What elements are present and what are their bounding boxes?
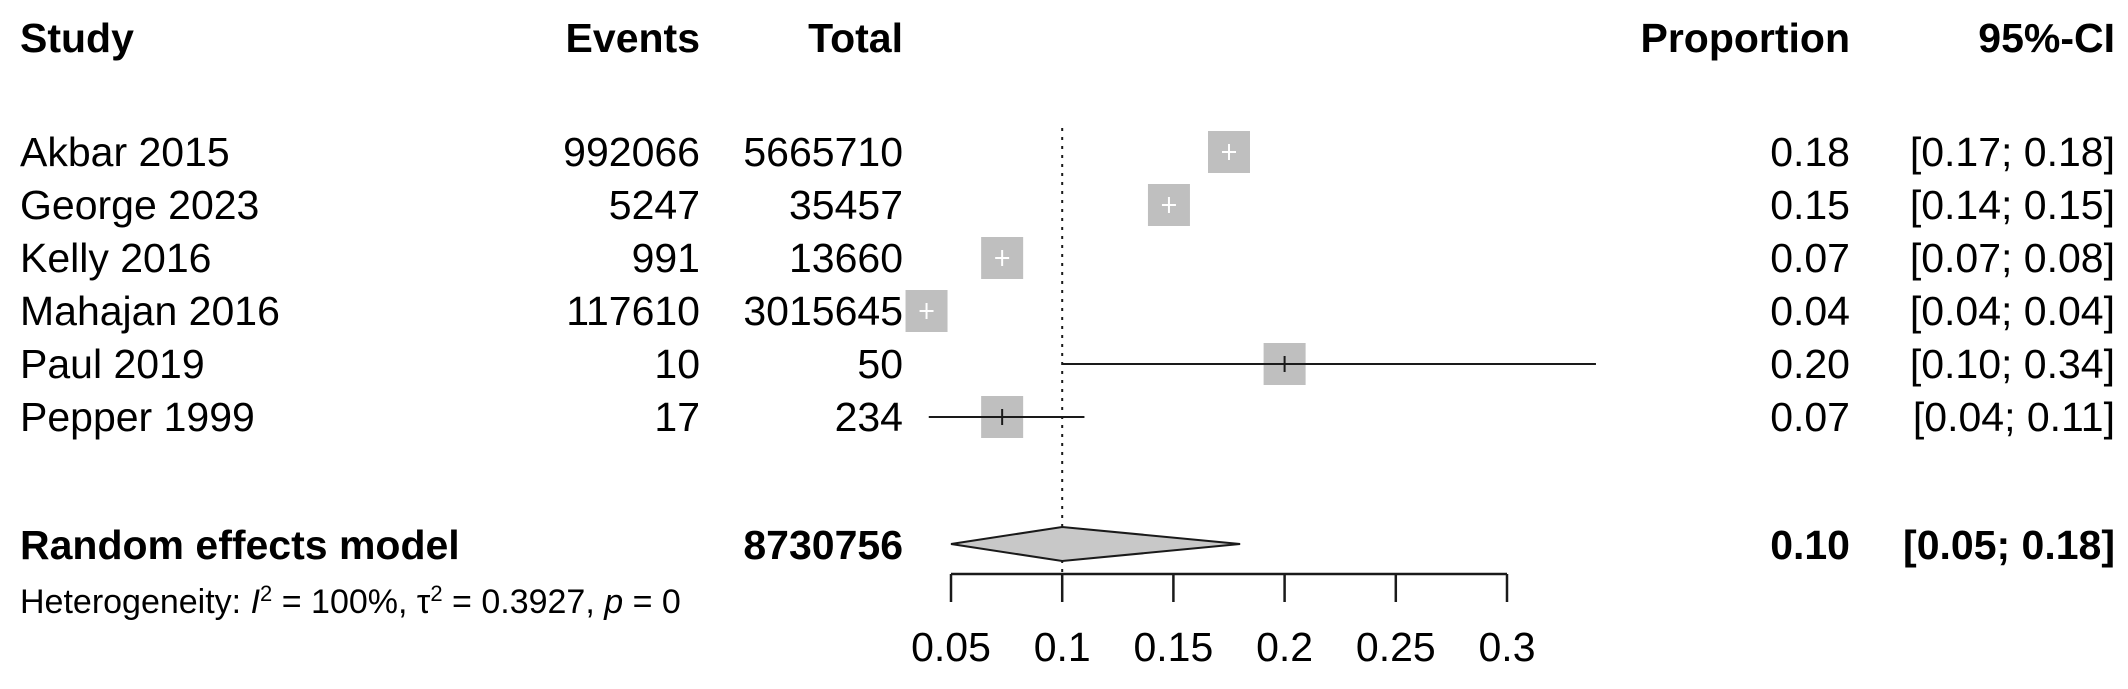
header-ci: 95%-CI	[1978, 15, 2115, 61]
pooled-total: 8730756	[743, 522, 903, 568]
study-events: 991	[632, 235, 700, 281]
header-events: Events	[566, 15, 700, 61]
pooled-name: Random effects model	[20, 522, 460, 568]
study-proportion: 0.07	[1770, 394, 1850, 440]
study-total: 50	[857, 341, 903, 387]
pooled-diamond	[950, 525, 1241, 563]
study-ci: [0.04; 0.11]	[1913, 394, 2115, 440]
x-tick-label: 0.05	[911, 624, 991, 670]
study-proportion: 0.20	[1770, 341, 1850, 387]
study-name: Akbar 2015	[20, 129, 230, 175]
study-proportion: 0.15	[1770, 182, 1850, 228]
pooled-proportion: 0.10	[1770, 522, 1850, 568]
x-tick-label: 0.25	[1356, 624, 1436, 670]
study-total: 13660	[789, 235, 903, 281]
study-total: 5665710	[743, 129, 903, 175]
study-ci: [0.10; 0.34]	[1910, 341, 2115, 387]
study-events: 10	[654, 341, 700, 387]
x-tick-label: 0.2	[1256, 624, 1313, 670]
plot-area: 0.05 0.1 0.15 0.2 0.25 0.3	[905, 128, 1596, 670]
study-events: 5247	[609, 182, 700, 228]
study-events: 17	[654, 394, 700, 440]
study-ci: [0.04; 0.04]	[1910, 288, 2115, 334]
x-tick-label: 0.3	[1479, 624, 1536, 670]
study-proportion: 0.04	[1770, 288, 1850, 334]
study-name: George 2023	[20, 182, 259, 228]
study-name: Pepper 1999	[20, 394, 255, 440]
x-tick-label: 0.1	[1034, 624, 1091, 670]
study-proportion: 0.07	[1770, 235, 1850, 281]
study-total: 35457	[789, 182, 903, 228]
pooled-ci: [0.05; 0.18]	[1903, 522, 2115, 568]
study-total: 234	[835, 394, 903, 440]
study-name: Kelly 2016	[20, 235, 211, 281]
header-study: Study	[20, 15, 134, 61]
study-proportion: 0.18	[1770, 129, 1850, 175]
heterogeneity-text: Heterogeneity: I2 = 100%, τ2 = 0.3927, p…	[20, 581, 681, 622]
study-events: 992066	[563, 129, 700, 175]
study-ci: [0.07; 0.08]	[1910, 235, 2115, 281]
study-events: 117610	[566, 288, 700, 334]
header-proportion: Proportion	[1640, 15, 1850, 61]
x-tick-label: 0.15	[1133, 624, 1213, 670]
study-ci: [0.17; 0.18]	[1910, 129, 2115, 175]
study-rows: Akbar 2015 992066 5665710 0.18 [0.17; 0.18] G…	[20, 129, 2115, 440]
study-ci: [0.14; 0.15]	[1910, 182, 2115, 228]
study-name: Paul 2019	[20, 341, 205, 387]
study-name: Mahajan 2016	[20, 288, 280, 334]
study-total: 3015645	[743, 288, 903, 334]
header-total: Total	[808, 15, 903, 61]
